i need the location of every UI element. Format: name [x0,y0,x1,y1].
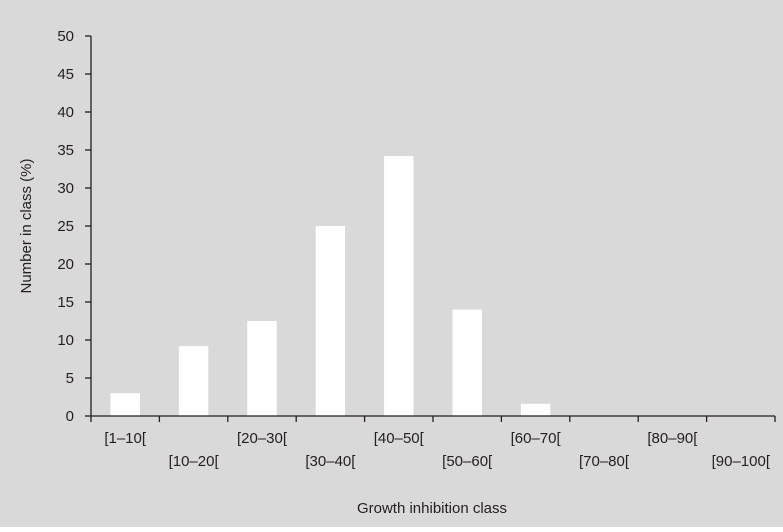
bar-1 [110,393,140,416]
y-tick-label: 10 [57,332,74,349]
y-axis-label: Number in class (%) [18,158,35,293]
y-tick-label: 25 [57,218,74,235]
y-tick-label: 30 [57,180,74,197]
bar-2 [178,346,209,416]
y-tick-label: 0 [66,408,74,425]
x-tick-label: [50–60[ [442,453,493,470]
y-tick-label: 15 [57,294,74,311]
y-tick-label: 20 [57,256,74,273]
bar-5 [384,156,414,416]
x-tick-label: [90–100[ [712,453,771,470]
y-tick-label: 35 [57,142,74,159]
x-axis-label: Growth inhibition class [357,500,507,517]
x-tick-label: [30–40[ [305,453,356,470]
bar-3 [247,321,277,416]
y-tick-label: 50 [57,28,74,45]
y-tick-label: 5 [66,370,74,387]
x-tick-label: [10–20[ [169,453,220,470]
y-tick-label: 40 [57,104,74,121]
x-tick-label: [1–10[ [104,430,147,447]
x-tick-label: [60–70[ [511,430,562,447]
bar-4 [315,226,346,416]
x-tick-label: [70–80[ [579,453,630,470]
y-tick-label: 45 [57,66,74,83]
bar-6 [452,309,482,416]
x-tick-label: [40–50[ [374,430,425,447]
x-tick-label: [20–30[ [237,430,288,447]
bar-7 [520,403,551,416]
x-tick-label: [80–90[ [647,430,698,447]
